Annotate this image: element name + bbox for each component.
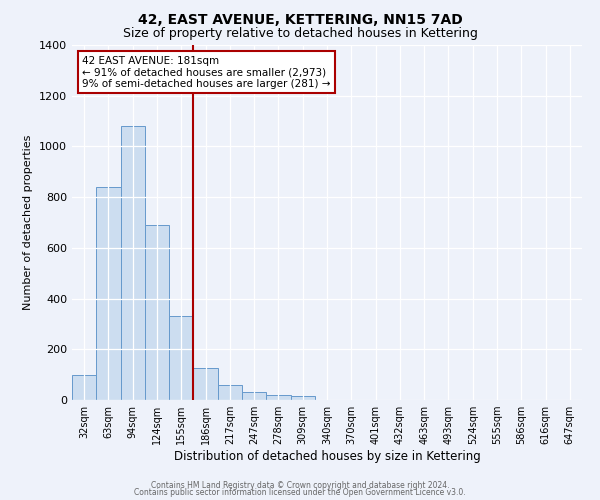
Bar (169, 316, 193, 400)
Text: Contains public sector information licensed under the Open Government Licence v3: Contains public sector information licen… (134, 488, 466, 497)
Bar (290, 396, 315, 400)
Text: 42 EAST AVENUE: 181sqm
← 91% of detached houses are smaller (2,973)
9% of semi-d: 42 EAST AVENUE: 181sqm ← 91% of detached… (82, 56, 331, 89)
Bar (193, 368, 218, 400)
Text: Contains HM Land Registry data © Crown copyright and database right 2024.: Contains HM Land Registry data © Crown c… (151, 480, 449, 490)
Bar (121, 126, 145, 400)
X-axis label: Distribution of detached houses by size in Kettering: Distribution of detached houses by size … (173, 450, 481, 463)
Bar (145, 225, 169, 400)
Bar (242, 392, 266, 400)
Bar (218, 385, 242, 400)
Text: Size of property relative to detached houses in Kettering: Size of property relative to detached ho… (122, 28, 478, 40)
Bar (266, 395, 290, 400)
Bar (72, 374, 96, 400)
Text: 42, EAST AVENUE, KETTERING, NN15 7AD: 42, EAST AVENUE, KETTERING, NN15 7AD (137, 12, 463, 26)
Bar (96, 187, 121, 400)
Y-axis label: Number of detached properties: Number of detached properties (23, 135, 34, 310)
